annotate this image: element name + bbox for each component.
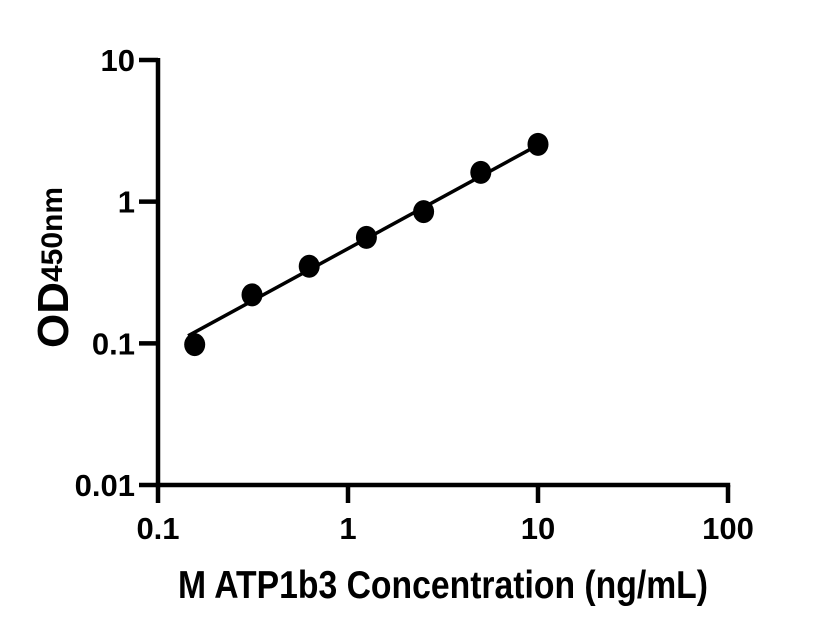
y-axis-tick-labels: 0.01 0.1 1 10	[75, 43, 135, 503]
x-axis-title: M ATP1b3 Concentration (ng/mL)	[178, 564, 708, 607]
data-point	[184, 333, 206, 357]
data-point	[413, 200, 435, 224]
data-point	[241, 283, 263, 307]
data-points	[184, 132, 549, 357]
y-axis-tick-label: 10	[101, 43, 135, 78]
y-axis-title-main: OD	[29, 282, 78, 348]
x-axis-tick-label: 1	[339, 511, 356, 546]
x-axis-ticks	[155, 485, 731, 503]
y-axis-tick-label: 0.01	[75, 468, 135, 503]
x-axis-tick-labels: 0.1 1 10 100	[136, 511, 753, 546]
x-axis-tick-label: 10	[521, 511, 555, 546]
y-axis-title-subscript: 450nm	[36, 187, 69, 282]
data-point	[470, 160, 492, 184]
y-axis-title: OD450nm	[29, 187, 78, 348]
x-axis-tick-label: 0.1	[136, 511, 179, 546]
data-point	[355, 225, 377, 249]
data-point	[298, 254, 320, 278]
data-point	[527, 132, 549, 156]
x-axis-tick-label: 100	[702, 511, 754, 546]
y-axis-ticks	[139, 57, 158, 488]
y-axis-tick-label: 0.1	[92, 326, 135, 361]
y-axis-tick-label: 1	[118, 185, 135, 220]
